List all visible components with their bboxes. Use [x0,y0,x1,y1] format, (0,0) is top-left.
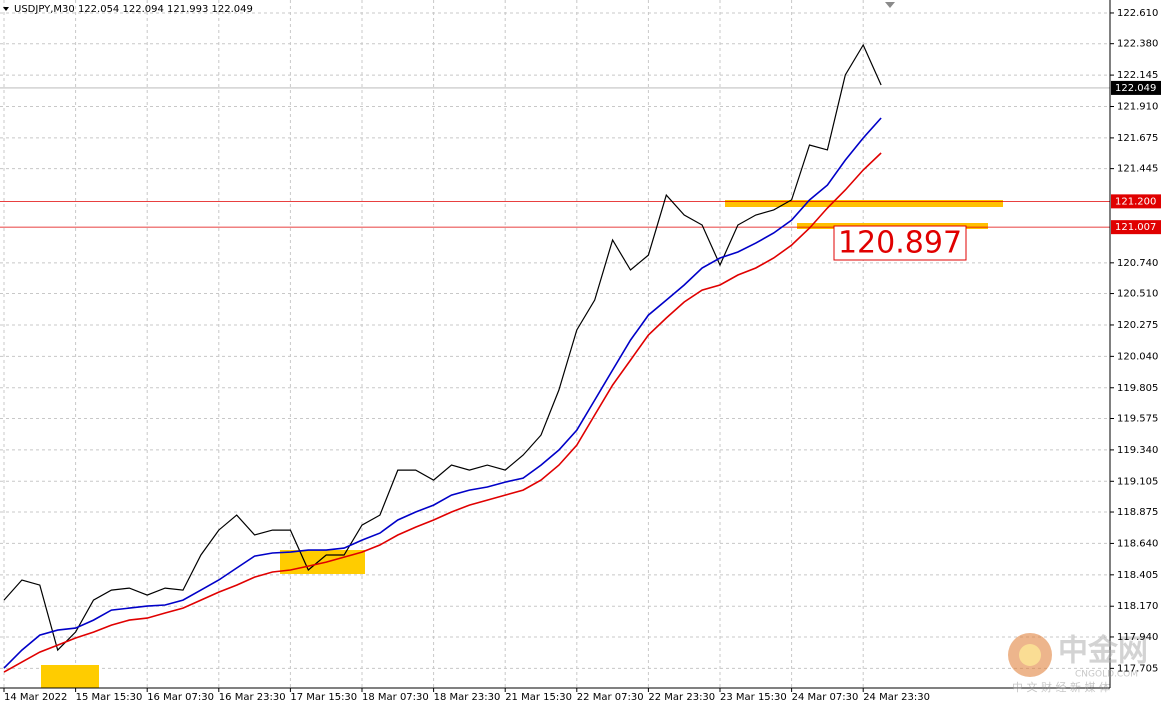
zone-bar [725,200,1003,207]
y-tick-label: 120.740 [1117,258,1158,269]
watermark-tagline: 中 文 财 经 新 媒 体 [1012,680,1110,694]
watermark: 中金网 CNGOLD.COM 中 文 财 经 新 媒 体 [1008,633,1148,694]
zone-highlight [41,665,99,688]
current-price-badge [1111,80,1161,95]
x-tick-label: 21 Mar 15:30 [505,692,572,703]
series-line [3,117,882,669]
x-tick-label: 24 Mar 23:30 [863,692,930,703]
y-tick-label: 119.805 [1117,383,1158,394]
x-tick-label: 22 Mar 23:30 [648,692,715,703]
y-tick-label: 121.445 [1117,164,1158,175]
series-line [3,43,882,652]
level-label: 121.007 [1115,222,1156,233]
y-tick-label: 118.875 [1117,507,1158,518]
level-label: 121.200 [1115,196,1156,207]
x-tick-label: 16 Mar 07:30 [147,692,214,703]
x-tick-label: 18 Mar 07:30 [362,692,429,703]
x-tick-label: 24 Mar 07:30 [792,692,859,703]
grid [0,0,1110,688]
y-tick-label: 118.170 [1117,601,1158,612]
y-tick-label: 122.380 [1117,39,1158,50]
y-tick-label: 117.705 [1117,663,1158,674]
shift-marker [885,2,895,8]
x-tick-label: 22 Mar 07:30 [577,692,644,703]
y-tick-label: 118.405 [1117,570,1158,581]
x-tick-label: 23 Mar 15:30 [720,692,787,703]
y-tick-label: 121.910 [1117,101,1158,112]
y-tick-label: 121.675 [1117,133,1158,144]
y-tick-label: 118.640 [1117,538,1158,549]
x-tick-label: 18 Mar 23:30 [434,692,501,703]
menu-arrow [3,7,9,11]
watermark-brand: 中金网 [1058,634,1148,669]
x-tick-label: 16 Mar 23:30 [219,692,286,703]
x-tick-label: 15 Mar 15:30 [76,692,143,703]
y-tick-label: 119.340 [1117,445,1158,456]
chart-title: USDJPY,M30 122.054 122.094 121.993 122.0… [14,4,253,15]
y-tick-label: 117.940 [1117,632,1158,643]
y-tick-label: 122.145 [1117,70,1158,81]
level-badge [1111,194,1161,209]
watermark-site: CNGOLD.COM [1075,670,1138,680]
level-badge [1111,220,1161,235]
y-tick-label: 120.510 [1117,289,1158,300]
series-line [3,152,882,673]
current-price-label: 122.049 [1115,83,1156,94]
y-tick-label: 119.575 [1117,413,1158,424]
zone-highlight [280,550,365,574]
y-tick-label: 120.040 [1117,351,1158,362]
x-tick-label: 14 Mar 2022 [4,692,67,703]
annotation: 120.897 [838,226,962,261]
x-tick-label: 17 Mar 15:30 [290,692,357,703]
y-tick-label: 122.610 [1117,8,1158,19]
y-tick-label: 120.275 [1117,320,1158,331]
y-tick-label: 119.105 [1117,476,1158,487]
watermark-logo [1019,644,1041,666]
annotation-box [833,225,967,261]
